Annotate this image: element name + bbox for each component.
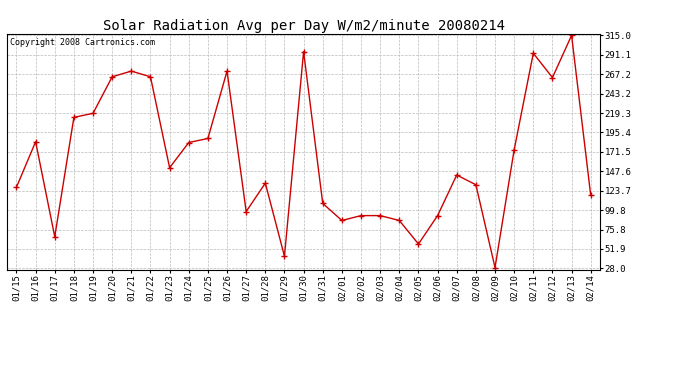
Text: Copyright 2008 Cartronics.com: Copyright 2008 Cartronics.com bbox=[10, 39, 155, 48]
Title: Solar Radiation Avg per Day W/m2/minute 20080214: Solar Radiation Avg per Day W/m2/minute … bbox=[103, 19, 504, 33]
